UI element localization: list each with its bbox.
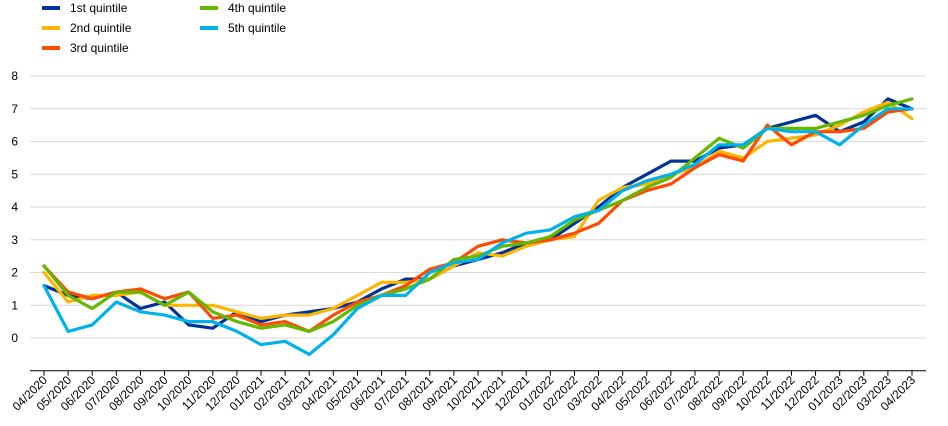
x-axis: 04/202005/202006/202007/202008/202009/20… [10,370,918,414]
y-tick-label: 7 [11,102,18,116]
y-tick-label: 2 [11,266,18,280]
y-axis: 0 1 2 3 4 5 6 7 8 [11,69,18,345]
series-line-2 [42,100,914,320]
legend: 1st quintile 2nd quintile 3rd quintile 4th … [42,1,286,55]
y-tick-label: 5 [11,167,18,181]
y-tick-label: 4 [11,200,18,214]
legend-label-1: 1st quintile [70,1,128,15]
y-tick-label: 3 [11,233,18,247]
series-lines [42,97,914,356]
y-tick-label: 1 [11,298,18,312]
series-line-3 [42,107,914,333]
legend-label-2: 2nd quintile [70,21,132,35]
series-line-1 [42,97,914,330]
legend-label-3: 3rd quintile [70,41,129,55]
legend-label-4: 4th quintile [228,1,286,15]
gridlines [30,75,926,372]
legend-label-5: 5th quintile [228,21,286,35]
y-tick-label: 8 [11,69,18,83]
y-tick-label: 6 [11,135,18,149]
y-tick-label: 0 [11,331,18,345]
series-line-5 [42,107,914,356]
